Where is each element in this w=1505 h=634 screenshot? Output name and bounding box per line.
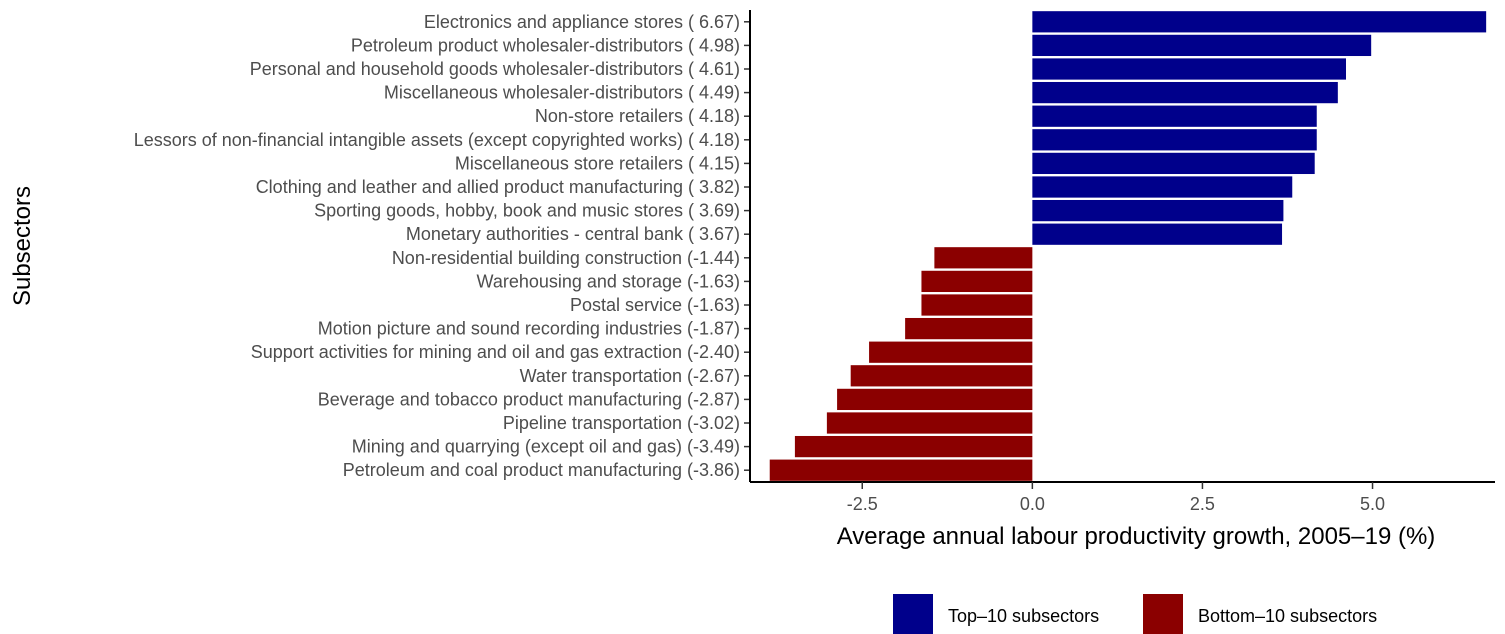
bar	[869, 341, 1033, 363]
bar	[1032, 105, 1317, 127]
category-label: Pipeline transportation (-3.02)	[503, 413, 740, 433]
bar	[1032, 223, 1283, 245]
category-label: Postal service (-1.63)	[570, 295, 740, 315]
legend-swatch	[1143, 594, 1183, 634]
legend-swatch	[893, 594, 933, 634]
bar	[826, 412, 1033, 434]
y-axis-title: Subsectors	[9, 186, 36, 306]
category-label: Non-residential building construction (-…	[392, 248, 740, 268]
category-label: Support activities for mining and oil an…	[251, 342, 740, 362]
category-label: Motion picture and sound recording indus…	[318, 319, 740, 339]
x-tick-label: -2.5	[847, 494, 878, 514]
bar	[921, 270, 1033, 293]
bar	[1032, 129, 1317, 151]
bar	[1032, 11, 1487, 33]
bar	[1032, 34, 1372, 57]
bar	[1032, 199, 1284, 222]
category-label: Warehousing and storage (-1.63)	[477, 271, 740, 291]
bar	[1032, 81, 1338, 104]
legend-label: Bottom–10 subsectors	[1198, 606, 1377, 626]
legend-label: Top–10 subsectors	[948, 606, 1099, 626]
bar	[769, 459, 1033, 481]
legend: Top–10 subsectors Bottom–10 subsectors	[893, 594, 1377, 634]
category-label: Water transportation (-2.67)	[520, 366, 740, 386]
category-labels: Electronics and appliance stores ( 6.67)…	[134, 12, 750, 480]
category-label: Beverage and tobacco product manufacturi…	[318, 389, 740, 409]
x-ticks: -2.5 0.0 2.5 5.0	[847, 482, 1385, 514]
category-label: Mining and quarrying (except oil and gas…	[352, 437, 740, 457]
bar	[1032, 58, 1346, 80]
x-axis-title: Average annual labour productivity growt…	[837, 523, 1436, 550]
category-label: Monetary authorities - central bank ( 3.…	[406, 224, 740, 244]
bar	[934, 247, 1033, 269]
category-label: Petroleum and coal product manufacturing…	[343, 460, 740, 480]
category-label: Miscellaneous wholesaler-distributors ( …	[384, 83, 740, 103]
bar	[837, 388, 1033, 411]
bar	[794, 435, 1033, 458]
bars-group	[769, 11, 1487, 481]
category-label: Sporting goods, hobby, book and music st…	[314, 201, 740, 221]
category-label: Miscellaneous store retailers ( 4.15)	[455, 153, 740, 173]
category-label: Non-store retailers ( 4.18)	[535, 106, 740, 126]
bar	[850, 365, 1033, 387]
category-label: Electronics and appliance stores ( 6.67)	[424, 12, 740, 32]
category-label: Personal and household goods wholesaler-…	[250, 59, 740, 79]
bar	[921, 294, 1033, 316]
bar	[905, 317, 1033, 340]
bar	[1032, 176, 1293, 198]
x-tick-label: 5.0	[1360, 494, 1385, 514]
category-label: Lessors of non-financial intangible asse…	[134, 130, 740, 150]
x-tick-label: 2.5	[1190, 494, 1215, 514]
bar	[1032, 152, 1315, 175]
category-label: Petroleum product wholesaler-distributor…	[351, 35, 740, 55]
x-tick-label: 0.0	[1020, 494, 1045, 514]
category-label: Clothing and leather and allied product …	[256, 177, 740, 197]
